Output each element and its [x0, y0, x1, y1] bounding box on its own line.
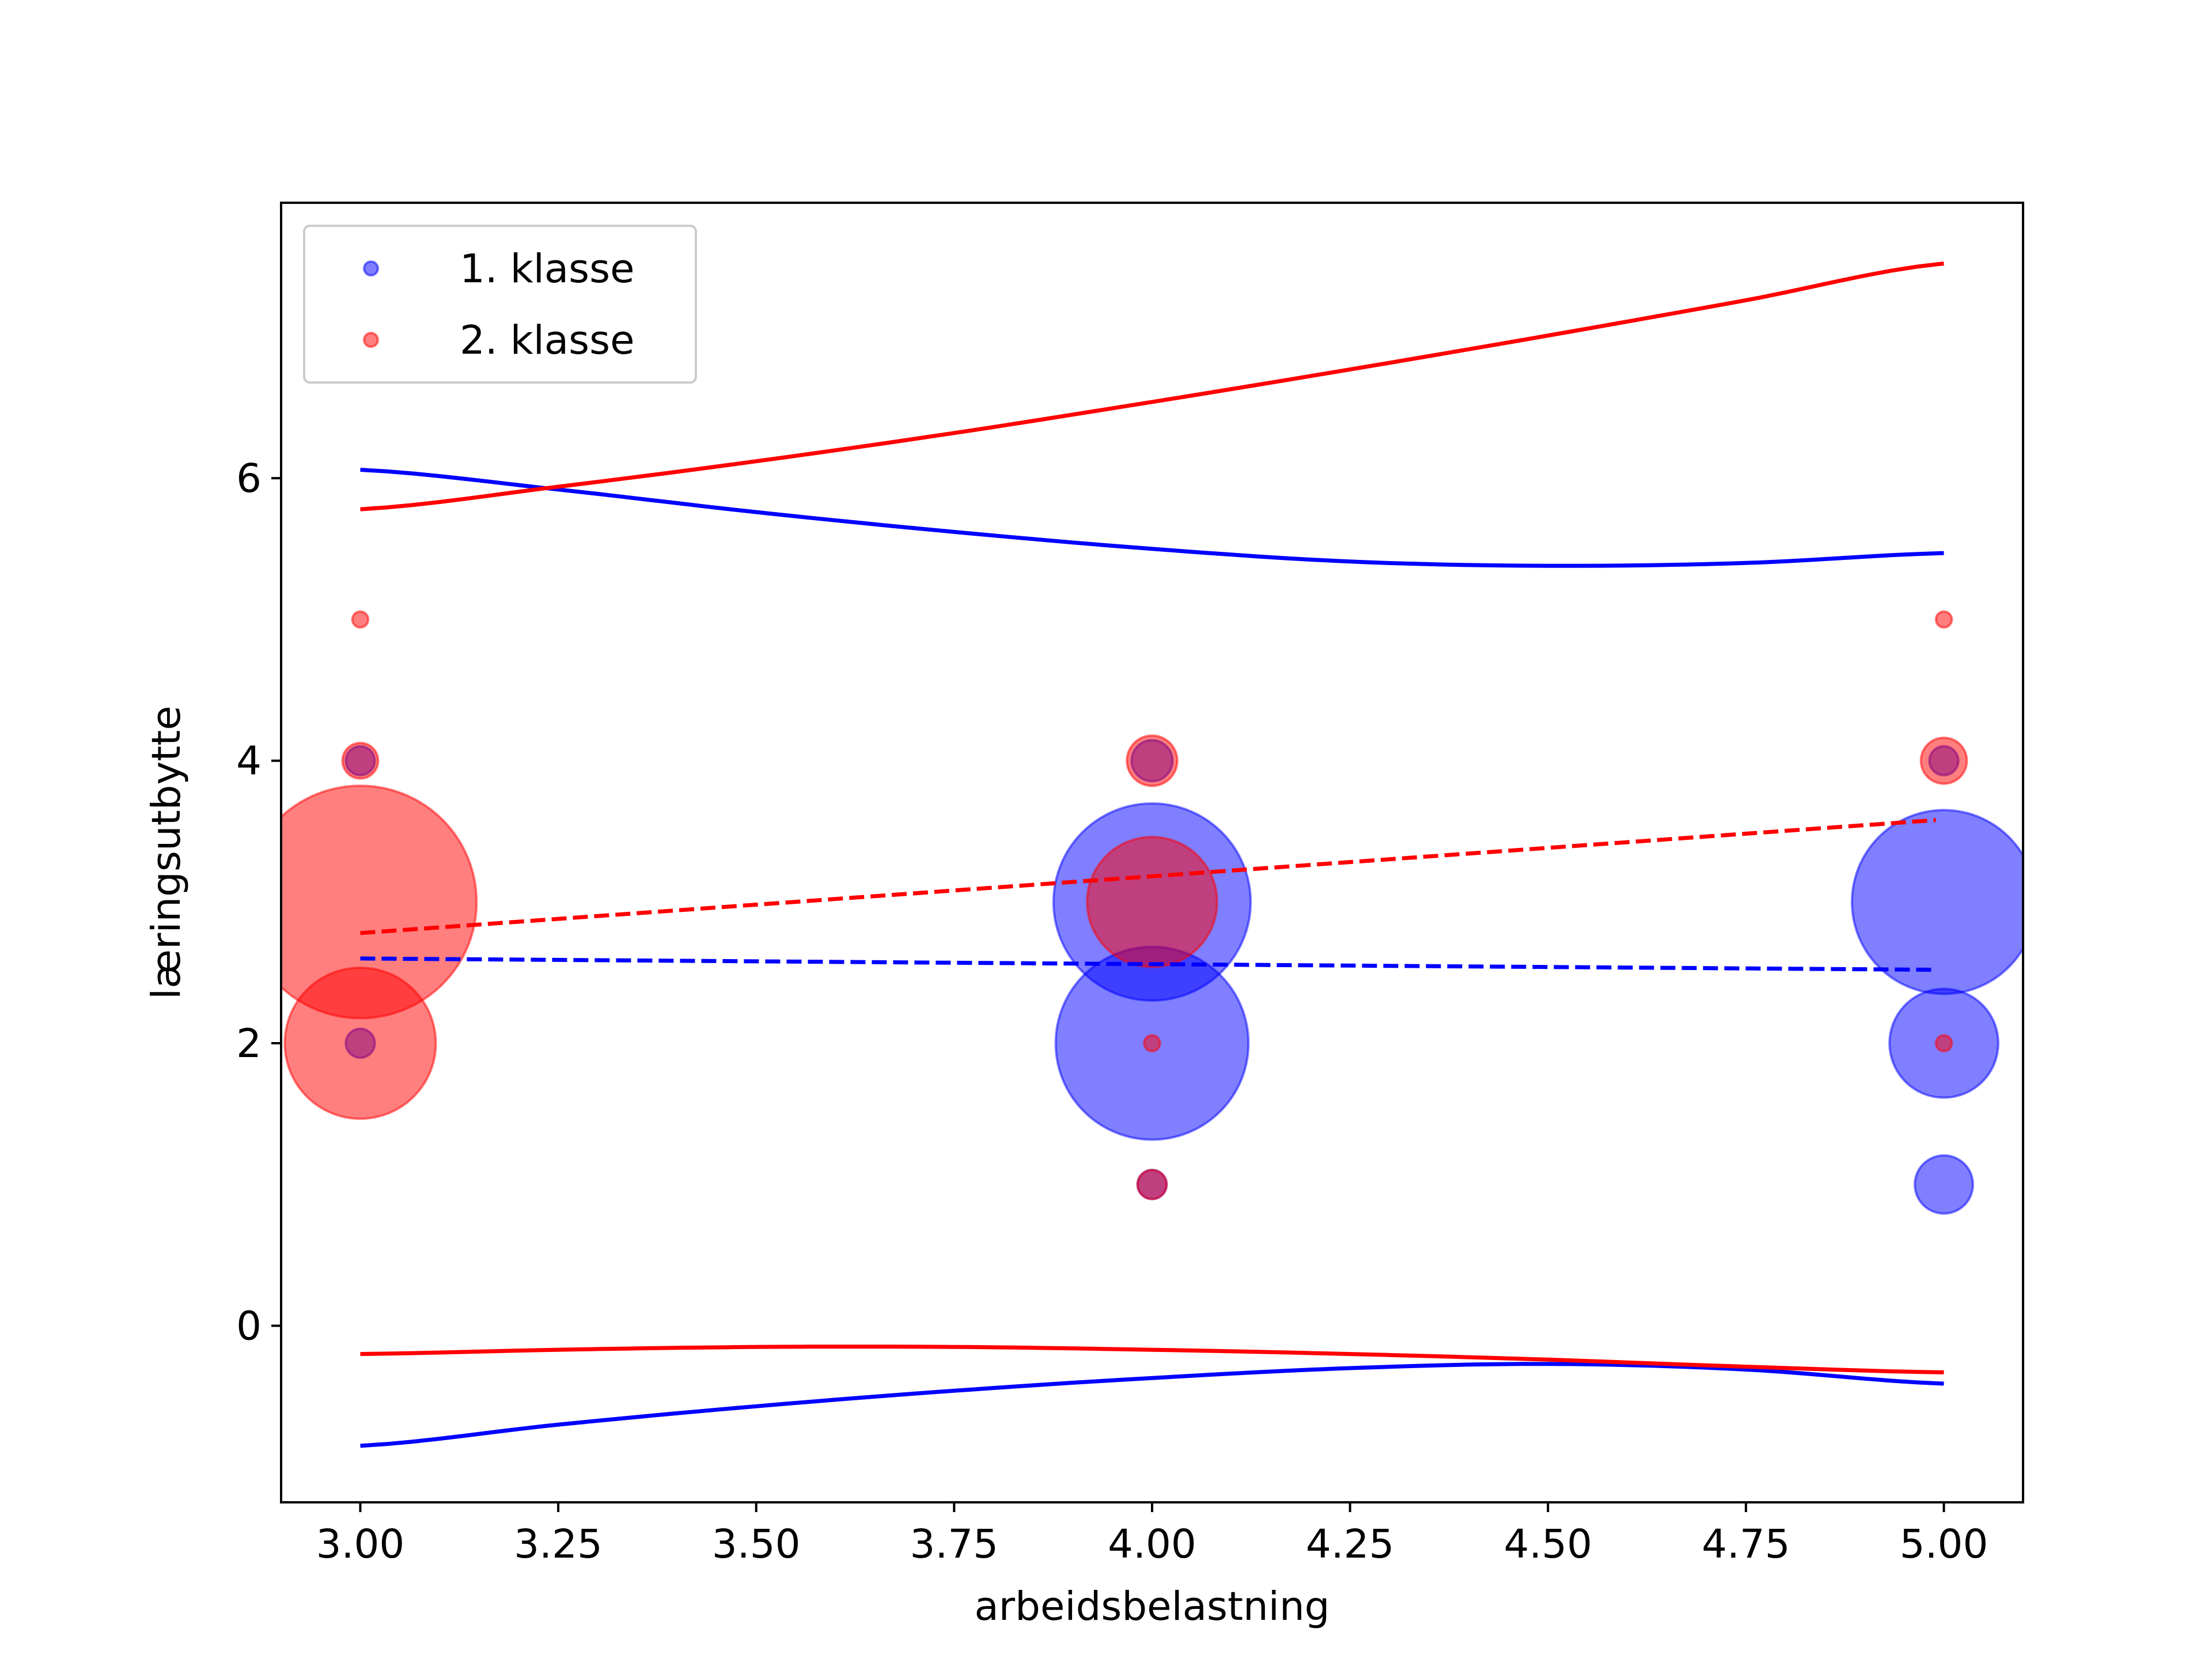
bubble-series-2-point-8 [351, 610, 370, 629]
y-tick-label: 2 [236, 1021, 262, 1067]
x-tick-label: 3.50 [712, 1521, 801, 1567]
bubble-series-2-point-5 [1919, 736, 1968, 785]
bubble-series-2-point-7 [1136, 1169, 1168, 1200]
y-tick-label: 4 [236, 738, 262, 785]
x-tick-label: 3.75 [910, 1521, 999, 1567]
y-axis-title: læringsutbytte [143, 706, 190, 999]
y-tick-label: 6 [236, 456, 262, 502]
legend-marker-series-1 [363, 260, 379, 276]
bubble-series-2-point-4 [1126, 734, 1179, 787]
trend-line-series-1 [360, 956, 1936, 972]
bubble-series-2-point-9 [1143, 1034, 1161, 1052]
plot-area [281, 261, 2023, 1448]
bubble-series-1-point-3 [1851, 809, 2023, 995]
band-upper-series-1 [360, 468, 1944, 568]
x-tick-label: 3.25 [514, 1521, 603, 1567]
bubble-series-2-point-2 [283, 966, 437, 1120]
bubble-series-2-point-11 [1934, 610, 1953, 629]
band-lower-series-1 [360, 1362, 1944, 1448]
axes: 3.00 3.25 3.50 3.75 4.00 4.25 4.50 4.75 5.00 0 2 4 6 [236, 202, 2024, 1567]
bubble-series-2-point-6 [341, 741, 380, 780]
x-tick-label: 3.00 [316, 1521, 405, 1567]
bubble-series-2-point-10 [1934, 1034, 1953, 1052]
x-tick-label: 5.00 [1900, 1521, 1988, 1567]
legend-frame [303, 225, 697, 384]
x-tick-label: 4.00 [1108, 1521, 1196, 1567]
x-axis-title: arbeidsbelastning [975, 1584, 1330, 1630]
legend: 1. klasse 2. klasse [303, 225, 697, 384]
bubble-series-2-point-3 [1086, 835, 1218, 968]
y-tick-label: 0 [236, 1303, 262, 1349]
bubble-series-1-point-5 [1914, 1154, 1975, 1215]
band-lower-series-2 [360, 1344, 1944, 1374]
legend-label-series-2: 2. klasse [460, 317, 635, 363]
trend-line-series-2 [360, 818, 1936, 935]
x-tick-label: 4.75 [1702, 1521, 1790, 1567]
band-upper-series-2 [360, 261, 1944, 512]
x-tick-label: 4.25 [1306, 1521, 1395, 1567]
legend-marker-series-2 [363, 332, 379, 348]
x-tick-label: 4.50 [1503, 1521, 1592, 1567]
legend-label-series-1: 1. klasse [460, 246, 635, 292]
